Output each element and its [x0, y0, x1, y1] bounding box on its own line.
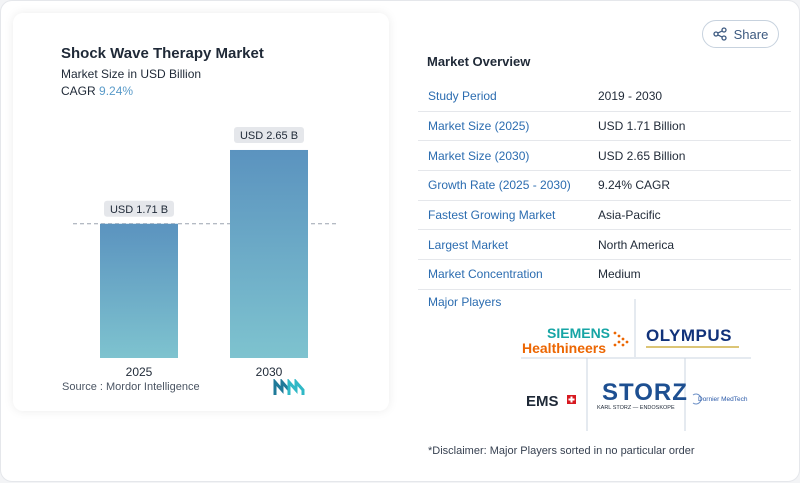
overview-table: Study Period 2019 - 2030 Market Size (2025… — [418, 82, 791, 290]
disclaimer-text: *Disclaimer: Major Players sorted in no … — [428, 445, 695, 457]
overview-row-value: 9.24% CAGR — [598, 178, 671, 193]
overview-row-value: Medium — [598, 267, 641, 282]
overview-row-label: Market Size (2030) — [428, 148, 530, 163]
overview-row: Market Concentration Medium — [418, 260, 791, 290]
overview-title: Market Overview — [427, 54, 531, 69]
x-tick-label: 2025 — [126, 365, 153, 379]
overview-row: Study Period 2019 - 2030 — [418, 82, 791, 112]
bar-2025 — [100, 223, 178, 358]
svg-text:KARL STORZ — ENDOSKOPE: KARL STORZ — ENDOSKOPE — [597, 405, 675, 411]
data-label: USD 2.65 B — [240, 130, 298, 142]
svg-text:OLYMPUS: OLYMPUS — [646, 326, 732, 345]
data-label: USD 1.71 B — [110, 204, 168, 216]
overview-row: Growth Rate (2025 - 2030) 9.24% CAGR — [418, 171, 791, 201]
x-tick-label: 2030 — [256, 365, 283, 379]
olympus-logo: OLYMPUS — [646, 326, 739, 348]
svg-text:SIEMENS: SIEMENS — [547, 325, 610, 341]
siemens-healthineers-logo: SIEMENS Healthineers — [522, 325, 629, 356]
overview-row-value: North America — [598, 237, 675, 252]
overview-row-value: 2019 - 2030 — [598, 89, 663, 104]
overview-row-value: USD 2.65 Billion — [598, 148, 686, 163]
overview-row-label: Largest Market — [428, 237, 509, 252]
ems-logo: EMS — [526, 393, 576, 410]
svg-text:STORZ: STORZ — [602, 379, 688, 406]
cagr-row: CAGR 9.24% — [61, 84, 133, 98]
bar-2030 — [230, 149, 308, 358]
data-label-bg — [104, 200, 174, 217]
cagr-label: CAGR — [61, 84, 96, 98]
svg-text:Healthineers: Healthineers — [522, 340, 606, 356]
overview-row-value: USD 1.71 Billion — [598, 119, 686, 134]
overview-row-label: Study Period — [428, 89, 497, 104]
overview-row: Largest Market North America — [418, 230, 791, 261]
overview-row-label: Market Concentration — [428, 267, 543, 282]
overview-row: Market Size (2025) USD 1.71 Billion — [418, 112, 791, 142]
share-button[interactable]: Share — [702, 20, 779, 48]
karl-storz-logo: STORZ KARL STORZ — ENDOSKOPE — [597, 379, 688, 411]
chart-panel — [13, 13, 389, 411]
dornier-medtech-logo: Dornier MedTech — [692, 393, 748, 405]
svg-text:EMS: EMS — [526, 393, 559, 410]
chart-title: Shock Wave Therapy Market — [61, 45, 264, 62]
overview-row: Fastest Growing Market Asia-Pacific — [418, 201, 791, 231]
mordor-logo-icon — [273, 379, 305, 395]
overview-row-label: Fastest Growing Market — [428, 208, 556, 223]
major-players-title: Major Players — [428, 295, 502, 309]
overview-row-value: Asia-Pacific — [598, 208, 661, 223]
chart-subtitle: Market Size in USD Billion — [61, 67, 202, 81]
overview-row-label: Market Size (2025) — [428, 119, 530, 134]
source-text: Source : Mordor Intelligence — [62, 381, 200, 393]
svg-text:Dornier MedTech: Dornier MedTech — [698, 396, 748, 403]
overview-row-label: Growth Rate (2025 - 2030) — [428, 178, 571, 193]
share-label: Share — [733, 26, 769, 42]
data-label-bg — [234, 126, 304, 143]
share-icon — [712, 27, 727, 41]
cagr-value: 9.24% — [99, 84, 134, 98]
overview-row: Market Size (2030) USD 2.65 Billion — [418, 141, 791, 172]
